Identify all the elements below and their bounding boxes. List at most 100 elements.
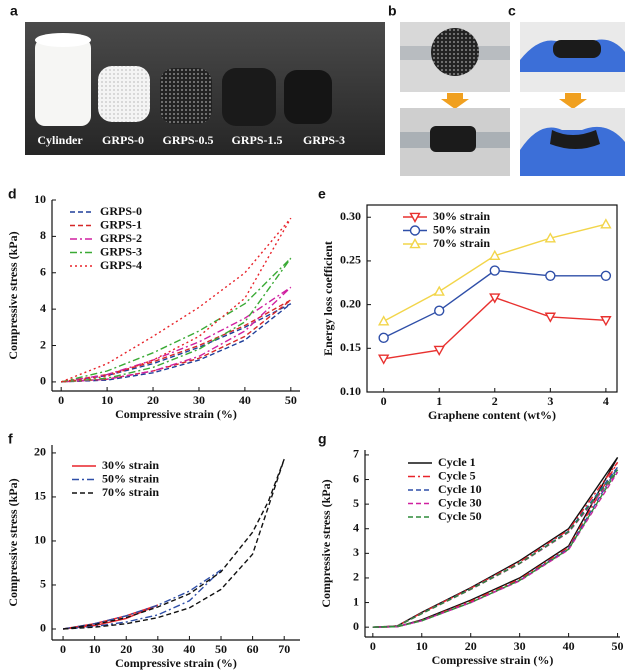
x-tick-label: 10 [416,639,428,653]
panel-label: d [8,186,17,202]
marker [435,306,444,315]
x-tick-label: 50 [285,393,297,407]
y-tick-label: 7 [353,447,359,461]
photo-label: GRPS-0 [102,133,144,147]
x-tick-label: 50 [215,642,227,656]
series-line [373,467,618,627]
legend-label: Cycle 5 [438,468,476,482]
x-tick-label: 20 [465,639,477,653]
y-tick-label: 1 [353,594,359,608]
legend-label: GRPS-3 [100,244,142,258]
y-tick-label: 0 [40,374,46,388]
x-tick-label: 40 [239,393,251,407]
figure: a Cylinder GRPS-0 GRPS-0.5 GRPS-1.5 GRPS… [0,0,625,672]
marker [435,287,444,295]
y-tick-label: 0.25 [340,253,361,267]
panel-label: g [318,431,327,447]
x-tick-label: 50 [612,639,624,653]
panel-label: c [508,3,516,19]
legend-label: GRPS-2 [100,231,142,245]
marker [379,317,388,325]
y-tick-label: 0 [40,621,46,635]
marker [546,271,555,280]
y-tick-label: 0.10 [340,384,361,398]
panel-label: a [10,3,18,19]
y-tick-label: 2 [40,337,46,351]
x-tick-label: 40 [563,639,575,653]
series-line [373,470,618,628]
marker [490,266,499,275]
x-axis-label: Graphene content (wt%) [428,408,556,422]
x-tick-label: 10 [89,642,101,656]
legend-label: 30% strain [102,458,159,472]
panel-label: b [388,3,397,19]
series-line [373,472,618,627]
legend-label: GRPS-4 [100,258,142,272]
x-tick-label: 70 [278,642,290,656]
series-line [384,298,606,359]
x-tick-label: 0 [381,394,387,408]
series-line [373,462,618,627]
legend-label: Cycle 10 [438,482,482,496]
y-tick-label: 2 [353,570,359,584]
x-tick-label: 0 [58,393,64,407]
y-tick-label: 0.30 [340,209,361,223]
series-line [63,570,221,629]
x-tick-label: 40 [183,642,195,656]
y-tick-label: 0 [353,619,359,633]
x-axis-label: Compressive strain (%) [432,653,554,667]
legend-label: 70% strain [433,236,490,250]
series-line [63,605,158,629]
series-line [61,218,291,382]
y-tick-label: 10 [34,533,46,547]
x-tick-label: 0 [60,642,66,656]
y-tick-label: 3 [353,545,359,559]
panel-label: e [318,186,326,202]
x-tick-label: 60 [247,642,259,656]
x-axis-label: Compressive strain (%) [115,407,237,421]
y-tick-label: 4 [40,301,46,315]
y-tick-label: 6 [40,265,46,279]
x-tick-label: 20 [147,393,159,407]
y-tick-label: 5 [40,577,46,591]
marker [379,355,388,363]
x-tick-label: 10 [101,393,113,407]
x-axis-label: Compressive strain (%) [115,656,237,670]
y-tick-label: 0.20 [340,296,361,310]
x-tick-label: 1 [436,394,442,408]
photo-a: a Cylinder GRPS-0 GRPS-0.5 GRPS-1.5 GRPS… [10,3,385,155]
x-tick-label: 30 [152,642,164,656]
y-tick-label: 5 [353,496,359,510]
legend-label: 30% strain [433,209,490,223]
y-axis-label: Compressive stress (kPa) [6,231,20,359]
legend-label: 50% strain [433,222,490,236]
photo-label: Cylinder [37,133,83,147]
legend-label: GRPS-0 [100,204,142,218]
marker [601,271,610,280]
y-tick-label: 20 [34,445,46,459]
legend-label: Cycle 1 [438,455,476,469]
x-tick-label: 0 [370,639,376,653]
y-tick-label: 15 [34,489,46,503]
marker [601,220,610,228]
photo-label: GRPS-3 [303,133,345,147]
legend-label: 50% strain [102,471,159,485]
x-tick-label: 30 [193,393,205,407]
series-line [61,304,291,382]
y-axis-label: Energy loss coefficient [321,241,335,356]
legend-marker [411,226,420,235]
series-line [373,457,618,627]
x-tick-label: 2 [492,394,498,408]
x-tick-label: 30 [514,639,526,653]
x-tick-label: 3 [547,394,553,408]
x-tick-label: 4 [603,394,609,408]
series-line [61,287,291,382]
legend-label: GRPS-1 [100,217,142,231]
y-tick-label: 10 [34,192,46,206]
y-axis-label: Compressive stress (kPa) [6,478,20,606]
series-line [63,459,284,629]
y-tick-label: 6 [353,471,359,485]
